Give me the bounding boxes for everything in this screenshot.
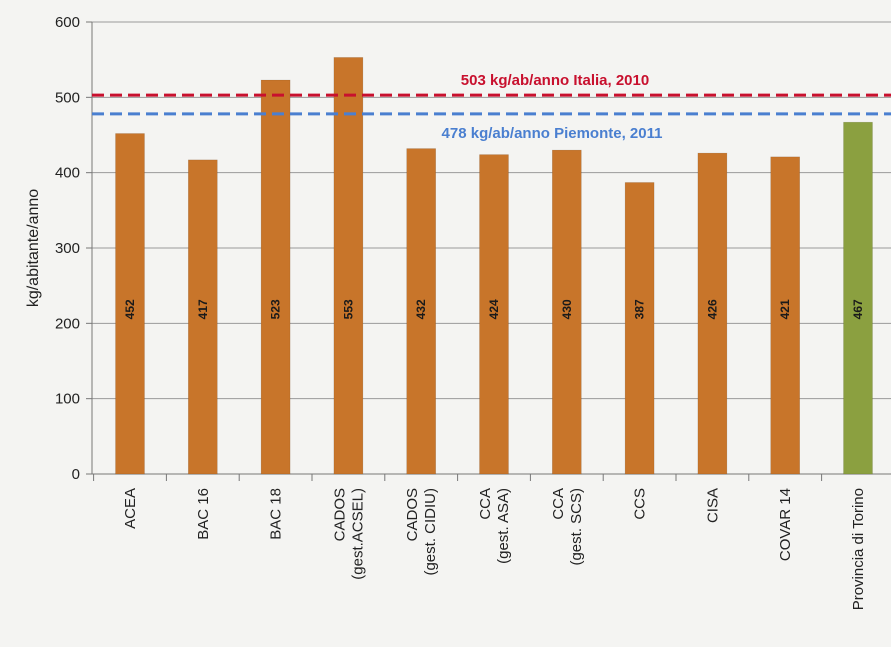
x-tick-label-line: CADOS — [331, 488, 348, 541]
bar — [697, 152, 728, 475]
reference-line-label: 503 kg/ab/anno Italia, 2010 — [461, 72, 649, 89]
x-tick-label-line: BAC 16 — [195, 488, 212, 540]
reference-lines: 503 kg/ab/anno Italia, 2010 478 kg/ab/ann… — [92, 72, 891, 142]
x-tick-label: ACEA — [122, 488, 139, 529]
category-labels: ACEA BAC 16 BAC 18 CADOS (gest.ACSEL) CADOS (g… — [122, 488, 867, 610]
x-tick-label: BAC 18 — [268, 488, 285, 540]
data-label: 467 — [851, 299, 865, 319]
x-tick-label-line: CADOS — [404, 488, 421, 541]
value-labels: 452 417 523 553 432 424 430 387 426 421 467 — [123, 299, 865, 319]
x-tick-label: CISA — [704, 488, 721, 523]
bar — [624, 182, 655, 475]
x-tick-label-line: CCA — [477, 488, 494, 520]
data-label: 553 — [341, 299, 355, 319]
x-tick-label-line: CCA — [550, 488, 567, 520]
data-label: 417 — [196, 299, 210, 319]
x-tick-label: CCA (gest. SCS) — [550, 488, 585, 566]
data-label: 426 — [705, 299, 719, 319]
bar — [551, 149, 582, 475]
bar — [115, 133, 145, 475]
x-tick-label: Provincia di Torino — [850, 488, 867, 610]
data-label: 452 — [123, 299, 137, 319]
y-tick-label: 500 — [55, 89, 80, 106]
x-tick-label: CADOS (gest.ACSEL) — [331, 488, 366, 580]
x-tick-label: BAC 16 — [195, 488, 212, 540]
data-label: 430 — [560, 299, 574, 319]
x-tick-label-line: (gest.ACSEL) — [349, 488, 366, 580]
y-tick-label: 600 — [55, 14, 80, 31]
x-tick-label-line: (gest. ASA) — [495, 488, 512, 564]
bar — [843, 121, 873, 475]
x-tick-label: COVAR 14 — [777, 488, 794, 561]
y-tick-label: 0 — [72, 466, 80, 483]
data-label: 387 — [633, 299, 647, 319]
x-tick-label-line: BAC 18 — [268, 488, 285, 540]
x-tick-label: CCS — [632, 488, 649, 520]
x-tick-label-line: CCS — [632, 488, 649, 520]
x-tick-label-line: (gest. SCS) — [568, 488, 585, 566]
reference-line-label: 478 kg/ab/anno Piemonte, 2011 — [442, 125, 663, 142]
x-tick-label-line: (gest. CIDIU) — [422, 488, 439, 576]
data-label: 432 — [414, 299, 428, 319]
data-label: 523 — [269, 299, 283, 319]
data-label: 424 — [487, 299, 501, 319]
x-tick-label-line: Provincia di Torino — [850, 488, 867, 610]
x-tick-label: CADOS (gest. CIDIU) — [404, 488, 439, 576]
bar — [188, 159, 218, 475]
x-tick-label-line: ACEA — [122, 488, 139, 529]
data-label: 421 — [778, 299, 792, 319]
y-axis-title: kg/abitante/anno — [25, 189, 42, 307]
x-tick-label-line: COVAR 14 — [777, 488, 794, 561]
bar — [260, 79, 291, 475]
bars — [115, 57, 873, 475]
y-tick-label: 400 — [55, 165, 80, 182]
x-tick-label: CCA (gest. ASA) — [477, 488, 512, 564]
bar — [406, 148, 437, 475]
y-tick-label: 300 — [55, 240, 80, 257]
y-tick-label: 200 — [55, 315, 80, 332]
bar — [333, 57, 364, 475]
x-tick-label-line: CISA — [704, 488, 721, 523]
bar — [770, 156, 801, 475]
bar — [479, 154, 509, 475]
y-tick-labels: 0 100 200 300 400 500 600 — [55, 14, 80, 483]
y-tick-label: 100 — [55, 391, 80, 408]
